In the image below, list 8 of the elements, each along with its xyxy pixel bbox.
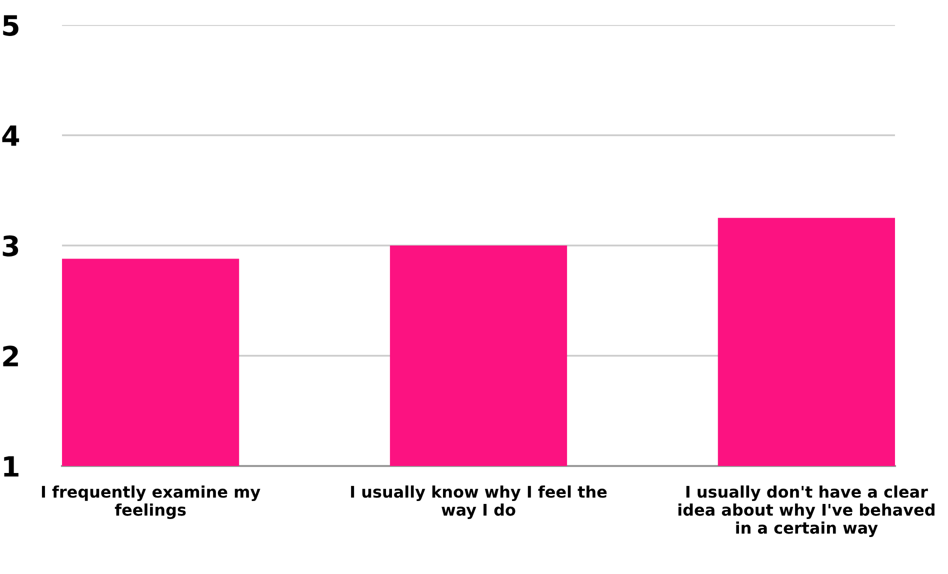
x-tick-label: I usually know why I feel the way I do	[351, 485, 607, 520]
y-tick-label: 4	[2, 126, 20, 146]
x-tick-label: I usually don't have a clear idea about why I've behaved in a certain way	[678, 485, 934, 538]
y-tick-label: 1	[4, 456, 18, 477]
y-tick-label: 2	[3, 346, 18, 366]
y-tick-label: 3	[2, 235, 18, 256]
y-tick-label: 5	[3, 15, 18, 36]
x-tick-label: I frequently examine my feelings	[42, 485, 260, 520]
